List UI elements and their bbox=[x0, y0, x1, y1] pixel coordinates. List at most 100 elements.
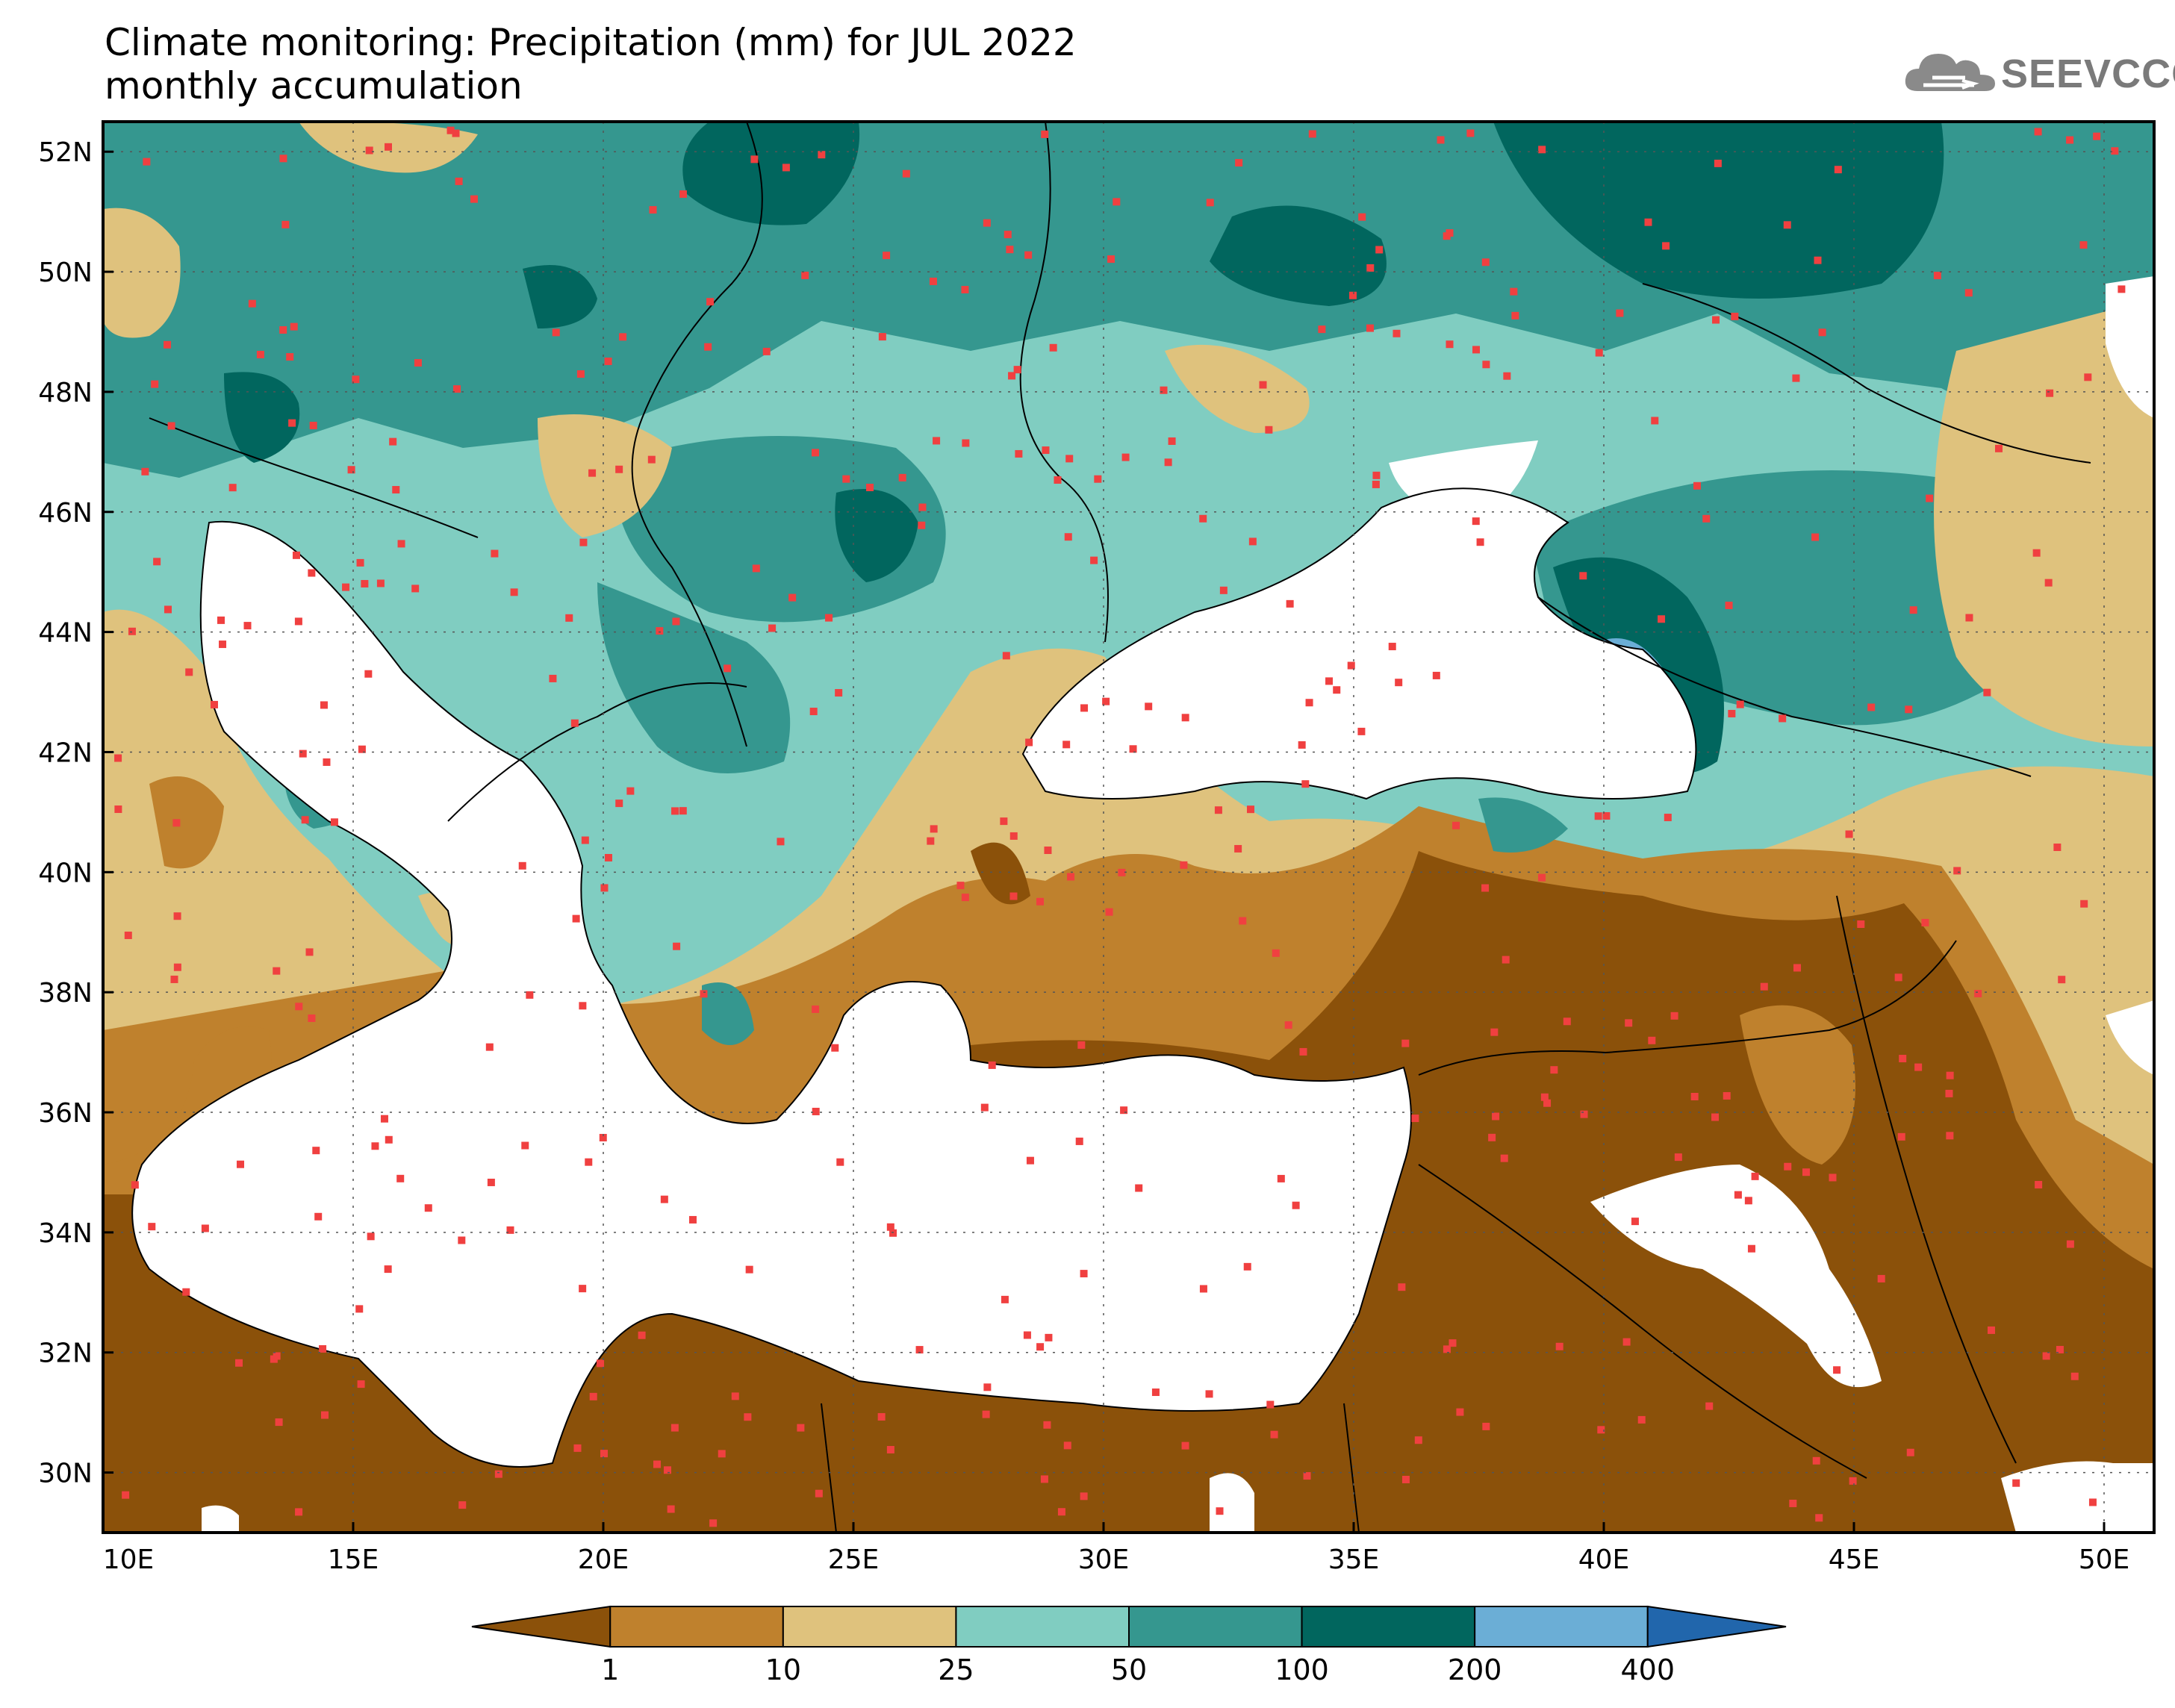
station-marker bbox=[1325, 677, 1334, 685]
station-marker bbox=[1945, 1089, 1953, 1097]
station-marker bbox=[2053, 844, 2062, 852]
legend-arrow-low bbox=[471, 1605, 612, 1648]
station-marker bbox=[1277, 1174, 1285, 1182]
station-marker bbox=[1648, 1036, 1656, 1044]
station-marker bbox=[731, 1392, 739, 1400]
station-marker bbox=[1476, 538, 1484, 546]
station-marker bbox=[1472, 517, 1480, 526]
station-marker bbox=[1135, 1184, 1143, 1192]
station-marker bbox=[1712, 316, 1720, 324]
station-marker bbox=[1555, 1342, 1563, 1350]
station-marker bbox=[704, 343, 712, 351]
station-marker bbox=[744, 1413, 752, 1421]
station-marker bbox=[114, 754, 122, 762]
station-marker bbox=[299, 749, 307, 758]
station-marker bbox=[1105, 908, 1113, 916]
station-marker bbox=[1783, 221, 1791, 229]
station-marker bbox=[902, 169, 910, 178]
station-marker bbox=[1120, 1106, 1128, 1115]
legend-swatch bbox=[955, 1606, 1130, 1648]
station-marker bbox=[1921, 918, 1929, 926]
station-marker bbox=[1751, 1172, 1759, 1180]
station-marker bbox=[122, 1491, 130, 1499]
legend-swatch bbox=[609, 1606, 784, 1648]
station-marker bbox=[679, 190, 687, 198]
station-marker bbox=[1393, 329, 1401, 337]
station-marker bbox=[1015, 449, 1023, 458]
station-marker bbox=[153, 558, 161, 566]
station-marker bbox=[487, 1178, 495, 1186]
station-marker bbox=[1690, 1092, 1699, 1100]
station-marker bbox=[1492, 1112, 1500, 1121]
station-marker bbox=[237, 1160, 245, 1168]
station-marker bbox=[1080, 1492, 1088, 1500]
station-marker bbox=[1651, 417, 1659, 425]
station-marker bbox=[1266, 1400, 1275, 1409]
station-marker bbox=[131, 1181, 139, 1189]
station-marker bbox=[1286, 599, 1294, 608]
station-marker bbox=[915, 1346, 924, 1354]
lon-label: 25E bbox=[828, 1545, 880, 1575]
station-marker bbox=[1622, 1338, 1631, 1346]
station-marker bbox=[385, 143, 393, 151]
station-marker bbox=[342, 583, 350, 591]
station-marker bbox=[1760, 982, 1768, 991]
station-marker bbox=[1481, 884, 1490, 892]
station-marker bbox=[782, 163, 790, 172]
station-marker bbox=[1502, 956, 1510, 964]
station-marker bbox=[815, 1489, 823, 1497]
station-marker bbox=[228, 484, 237, 492]
station-marker bbox=[1829, 1174, 1837, 1182]
legend-arrow-high bbox=[1646, 1605, 1787, 1648]
station-marker bbox=[1909, 606, 1917, 614]
station-marker bbox=[2066, 136, 2074, 144]
station-marker bbox=[604, 853, 612, 861]
station-marker bbox=[1080, 704, 1089, 712]
station-marker bbox=[172, 819, 181, 827]
station-marker bbox=[1802, 1168, 1810, 1176]
station-marker bbox=[1658, 615, 1666, 623]
station-marker bbox=[1049, 343, 1057, 352]
legend-label: 100 bbox=[1275, 1654, 1329, 1686]
station-marker bbox=[1303, 1472, 1311, 1480]
station-marker bbox=[279, 325, 287, 334]
station-marker bbox=[319, 1344, 327, 1353]
station-marker bbox=[1482, 361, 1490, 369]
lat-label: 36N bbox=[38, 1098, 93, 1129]
station-marker bbox=[1849, 1477, 1857, 1485]
station-marker bbox=[1637, 1415, 1646, 1424]
station-marker bbox=[323, 758, 331, 766]
station-marker bbox=[1597, 1426, 1605, 1434]
station-marker bbox=[1550, 1066, 1558, 1074]
station-marker bbox=[182, 1288, 190, 1296]
station-marker bbox=[812, 1107, 820, 1115]
station-marker bbox=[653, 1460, 662, 1468]
station-marker bbox=[2070, 1372, 2079, 1380]
station-marker bbox=[956, 882, 965, 890]
station-marker bbox=[148, 1223, 156, 1231]
station-marker bbox=[275, 1418, 283, 1427]
lat-label: 50N bbox=[38, 258, 93, 288]
legend-label: 25 bbox=[938, 1654, 974, 1686]
station-marker bbox=[356, 558, 364, 567]
station-marker bbox=[2035, 1180, 2043, 1188]
station-marker bbox=[1041, 130, 1049, 138]
station-marker bbox=[1510, 287, 1518, 296]
station-marker bbox=[600, 1450, 608, 1458]
station-marker bbox=[1933, 272, 1941, 280]
station-marker bbox=[961, 894, 969, 902]
station-marker bbox=[1481, 258, 1490, 267]
legend-swatch bbox=[1474, 1606, 1649, 1648]
station-marker bbox=[1818, 328, 1826, 337]
station-marker bbox=[1894, 973, 1902, 982]
station-marker bbox=[570, 719, 579, 727]
station-marker bbox=[1953, 867, 1961, 875]
station-marker bbox=[615, 465, 623, 473]
station-marker bbox=[414, 359, 422, 367]
station-marker bbox=[170, 975, 178, 983]
lon-label: 15E bbox=[328, 1545, 379, 1575]
station-marker bbox=[818, 151, 826, 159]
station-marker bbox=[679, 807, 687, 815]
station-marker bbox=[167, 422, 175, 430]
station-marker bbox=[2084, 373, 2092, 381]
